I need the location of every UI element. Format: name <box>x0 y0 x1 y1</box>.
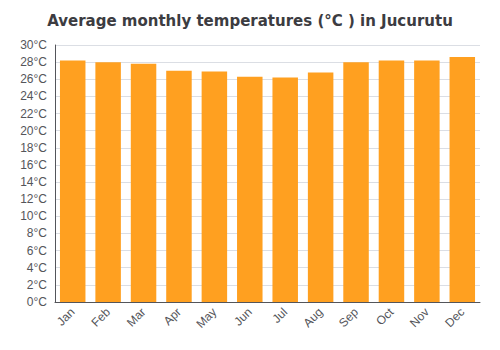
svg-text:20°C: 20°C <box>20 124 47 138</box>
svg-text:Mar: Mar <box>124 305 149 329</box>
svg-text:24°C: 24°C <box>20 89 47 103</box>
svg-text:16°C: 16°C <box>20 158 47 172</box>
svg-text:8°C: 8°C <box>27 226 47 240</box>
svg-text:30°C: 30°C <box>20 38 47 52</box>
svg-text:Jul: Jul <box>269 305 290 326</box>
svg-text:10°C: 10°C <box>20 209 47 223</box>
svg-text:Dec: Dec <box>442 305 467 330</box>
svg-text:Nov: Nov <box>407 305 432 330</box>
svg-text:0°C: 0°C <box>27 295 47 309</box>
svg-text:Average monthly temperatures (: Average monthly temperatures (°C ) in Ju… <box>47 12 453 30</box>
svg-text:May: May <box>193 305 219 331</box>
svg-text:Feb: Feb <box>89 305 114 330</box>
svg-text:22°C: 22°C <box>20 107 47 121</box>
svg-text:6°C: 6°C <box>27 244 47 258</box>
svg-text:28°C: 28°C <box>20 55 47 69</box>
svg-text:26°C: 26°C <box>20 72 47 86</box>
svg-text:Oct: Oct <box>373 305 397 329</box>
svg-text:Sep: Sep <box>336 305 361 330</box>
svg-text:Jan: Jan <box>54 305 78 329</box>
svg-text:Aug: Aug <box>301 305 326 330</box>
svg-text:14°C: 14°C <box>20 175 47 189</box>
svg-text:12°C: 12°C <box>20 192 47 206</box>
svg-text:2°C: 2°C <box>27 278 47 292</box>
svg-text:Apr: Apr <box>161 305 184 328</box>
svg-text:4°C: 4°C <box>27 261 47 275</box>
svg-text:Jun: Jun <box>231 305 255 329</box>
svg-text:18°C: 18°C <box>20 141 47 155</box>
